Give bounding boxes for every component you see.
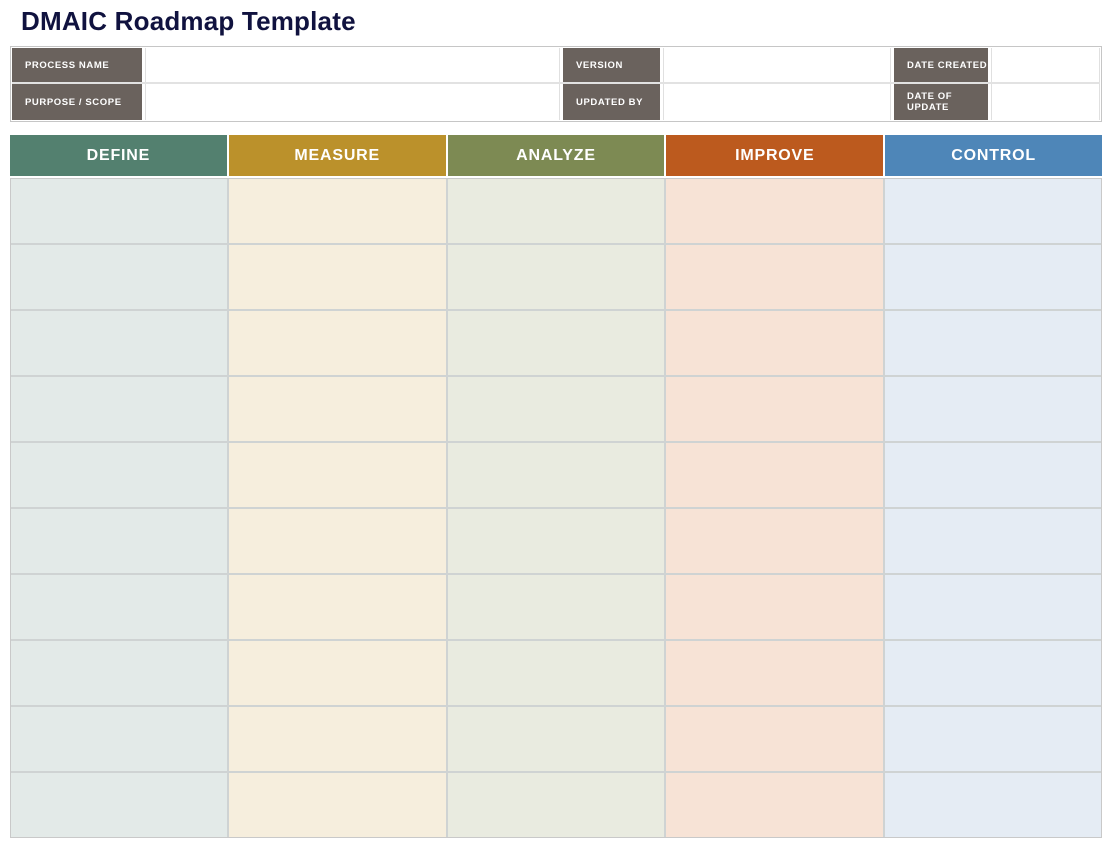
- cell-measure-row-1[interactable]: [229, 179, 446, 243]
- cell-define-row-6[interactable]: [11, 509, 228, 573]
- cell-measure-row-7[interactable]: [229, 575, 446, 639]
- purpose-scope-input[interactable]: [145, 84, 560, 120]
- cell-control-row-10[interactable]: [884, 773, 1101, 837]
- cell-control-row-2[interactable]: [884, 245, 1101, 309]
- cell-analyze-row-5[interactable]: [447, 443, 665, 507]
- cell-improve-row-10[interactable]: [666, 773, 883, 837]
- column-header-control: CONTROL: [885, 135, 1102, 176]
- cell-define-row-10[interactable]: [11, 773, 228, 837]
- column-header-analyze: ANALYZE: [447, 135, 665, 176]
- cell-define-row-5[interactable]: [11, 443, 228, 507]
- cell-control-row-5[interactable]: [884, 443, 1101, 507]
- updated-by-input[interactable]: [663, 84, 891, 120]
- cell-analyze-row-10[interactable]: [447, 773, 665, 837]
- updated-by-label: UPDATED BY: [563, 84, 660, 120]
- dmaic-table: DEFINE MEASURE ANALYZE IMPROVE CONTROL: [10, 135, 1102, 838]
- cell-define-row-2[interactable]: [11, 245, 228, 309]
- cell-define-row-1[interactable]: [11, 179, 228, 243]
- cell-define-row-7[interactable]: [11, 575, 228, 639]
- cell-improve-row-5[interactable]: [666, 443, 883, 507]
- cell-improve-row-7[interactable]: [666, 575, 883, 639]
- dmaic-body: [10, 178, 1102, 838]
- cell-improve-row-2[interactable]: [666, 245, 883, 309]
- dmaic-header-row: DEFINE MEASURE ANALYZE IMPROVE CONTROL: [10, 135, 1102, 176]
- cell-define-row-4[interactable]: [11, 377, 228, 441]
- cell-measure-row-4[interactable]: [229, 377, 446, 441]
- purpose-scope-label: PURPOSE / SCOPE: [12, 84, 142, 120]
- cell-measure-row-8[interactable]: [229, 641, 446, 705]
- cell-analyze-row-4[interactable]: [447, 377, 665, 441]
- date-created-label: DATE CREATED: [894, 48, 988, 82]
- cell-analyze-row-8[interactable]: [447, 641, 665, 705]
- cell-improve-row-3[interactable]: [666, 311, 883, 375]
- cell-improve-row-6[interactable]: [666, 509, 883, 573]
- cell-improve-row-8[interactable]: [666, 641, 883, 705]
- metadata-row-1: PROCESS NAME VERSION DATE CREATED: [12, 48, 1100, 84]
- cell-control-row-1[interactable]: [884, 179, 1101, 243]
- cell-define-row-9[interactable]: [11, 707, 228, 771]
- page-title: DMAIC Roadmap Template: [21, 6, 356, 36]
- cell-analyze-row-3[interactable]: [447, 311, 665, 375]
- cell-control-row-6[interactable]: [884, 509, 1101, 573]
- cell-measure-row-3[interactable]: [229, 311, 446, 375]
- cell-measure-row-6[interactable]: [229, 509, 446, 573]
- cell-analyze-row-2[interactable]: [447, 245, 665, 309]
- cell-analyze-row-7[interactable]: [447, 575, 665, 639]
- version-label: VERSION: [563, 48, 660, 82]
- cell-measure-row-2[interactable]: [229, 245, 446, 309]
- cell-improve-row-1[interactable]: [666, 179, 883, 243]
- cell-control-row-7[interactable]: [884, 575, 1101, 639]
- version-input[interactable]: [663, 48, 891, 82]
- cell-measure-row-10[interactable]: [229, 773, 446, 837]
- column-header-measure: MEASURE: [228, 135, 446, 176]
- cell-control-row-8[interactable]: [884, 641, 1101, 705]
- cell-control-row-9[interactable]: [884, 707, 1101, 771]
- cell-analyze-row-6[interactable]: [447, 509, 665, 573]
- date-created-input[interactable]: [991, 48, 1100, 82]
- column-header-define: DEFINE: [10, 135, 227, 176]
- cell-analyze-row-9[interactable]: [447, 707, 665, 771]
- metadata-row-2: PURPOSE / SCOPE UPDATED BY DATE OF UPDAT…: [12, 84, 1100, 120]
- cell-measure-row-9[interactable]: [229, 707, 446, 771]
- date-of-update-input[interactable]: [991, 84, 1100, 120]
- cell-analyze-row-1[interactable]: [447, 179, 665, 243]
- metadata-section: PROCESS NAME VERSION DATE CREATED PURPOS…: [10, 46, 1102, 122]
- cell-define-row-8[interactable]: [11, 641, 228, 705]
- cell-measure-row-5[interactable]: [229, 443, 446, 507]
- cell-improve-row-4[interactable]: [666, 377, 883, 441]
- date-of-update-label: DATE OF UPDATE: [894, 84, 988, 120]
- cell-control-row-3[interactable]: [884, 311, 1101, 375]
- cell-improve-row-9[interactable]: [666, 707, 883, 771]
- process-name-input[interactable]: [145, 48, 560, 82]
- cell-define-row-3[interactable]: [11, 311, 228, 375]
- cell-control-row-4[interactable]: [884, 377, 1101, 441]
- column-header-improve: IMPROVE: [666, 135, 884, 176]
- process-name-label: PROCESS NAME: [12, 48, 142, 82]
